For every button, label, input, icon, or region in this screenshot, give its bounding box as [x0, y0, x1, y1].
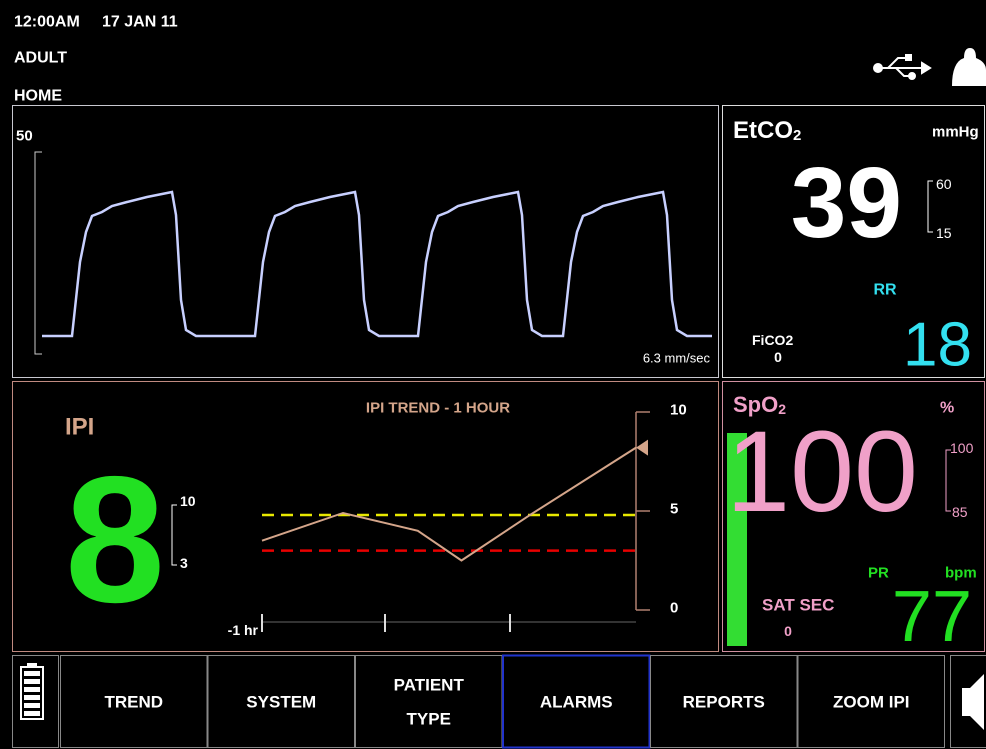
menu-button-label[interactable]: SYSTEM	[246, 693, 316, 712]
etco2-label-text: EtCO	[733, 117, 793, 144]
usb-icon	[873, 54, 932, 80]
menu-button-label[interactable]: ZOOM IPI	[833, 693, 910, 712]
menu-button[interactable]	[650, 655, 798, 748]
rr-value: 18	[903, 311, 972, 380]
menu-button[interactable]	[502, 654, 651, 749]
etco2-unit: mmHg	[932, 124, 979, 141]
y-tick-label: 10	[670, 402, 687, 419]
menu-button[interactable]	[797, 655, 945, 748]
trend-line	[261, 446, 637, 562]
ipi-panel	[12, 381, 719, 652]
time: 12:00AM	[14, 14, 80, 31]
spo2-label-subscript: 2	[778, 401, 786, 417]
spo2-panel	[722, 381, 985, 652]
waveform-scale: 50	[16, 128, 33, 145]
trend-title: IPI TREND - 1 HOUR	[366, 400, 510, 417]
ipi-trend-chart: -1 hr 0 5 10	[228, 402, 687, 639]
pr-unit: bpm	[945, 565, 977, 582]
menu-button-label[interactable]: PATIENT	[394, 676, 465, 695]
spo2-unit: %	[940, 400, 954, 417]
alarm-bell-icon[interactable]	[952, 48, 986, 86]
x-axis-label: -1 hr	[228, 622, 259, 638]
capnogram-waveform	[42, 190, 712, 338]
etco2-limit-bracket	[927, 180, 933, 233]
screen-name: HOME	[14, 88, 62, 105]
fico2-label: FiCO2	[752, 332, 793, 348]
etco2-value: 39	[791, 147, 902, 259]
pr-value: 77	[892, 577, 972, 657]
sat-sec-label: SAT SEC	[762, 596, 834, 615]
etco2-label-subscript: 2	[793, 127, 801, 144]
spo2-label: SpO2	[733, 392, 786, 418]
ipi-alarm-low: 3	[180, 555, 188, 571]
menu-button-label[interactable]: TYPE	[407, 710, 451, 729]
ipi-limit-bracket	[171, 504, 177, 566]
y-tick-label: 5	[670, 501, 678, 518]
etco2-alarm-low: 15	[936, 225, 952, 241]
spo2-label-text: SpO	[733, 392, 778, 417]
spo2-alarm-low: 85	[952, 504, 968, 520]
spo2-limit-bracket	[945, 449, 951, 512]
menu-button[interactable]	[207, 655, 355, 748]
waveform-bracket	[34, 151, 42, 355]
menu-button-label[interactable]: REPORTS	[683, 693, 765, 712]
ipi-alarm-high: 10	[180, 493, 196, 509]
waveform-panel	[12, 105, 719, 378]
sweep-speed: 6.3 mm/sec	[643, 351, 711, 366]
signal-strength-bar	[727, 433, 747, 646]
menu-button-label[interactable]: ALARMS	[540, 693, 613, 712]
ipi-label: IPI	[65, 414, 94, 441]
sat-sec-value: 0	[784, 623, 792, 639]
pr-label: PR	[868, 565, 889, 582]
date: 17 JAN 11	[102, 14, 178, 31]
trend-pointer	[636, 439, 648, 456]
rr-label: RR	[873, 282, 897, 299]
etco2-panel	[722, 105, 985, 378]
menu-bar: TREND SYSTEM PATIENT TYPE ALARMS REPORTS ZOOM …	[60, 654, 945, 749]
spo2-value: 100	[726, 408, 918, 536]
patient-type: ADULT	[14, 50, 67, 67]
etco2-alarm-high: 60	[936, 176, 952, 192]
menu-button[interactable]	[355, 655, 503, 748]
speaker-cell[interactable]	[950, 655, 986, 748]
y-tick-label: 0	[670, 600, 678, 617]
menu-button-label[interactable]: TREND	[104, 693, 163, 712]
menu-button[interactable]	[60, 655, 208, 748]
battery-cell	[12, 655, 59, 748]
spo2-alarm-high: 100	[950, 440, 974, 456]
battery-icon	[20, 663, 44, 720]
ipi-value: 8	[65, 440, 165, 641]
speaker-icon[interactable]	[962, 674, 984, 730]
etco2-label: EtCO2	[733, 117, 801, 144]
fico2-value: 0	[774, 349, 782, 365]
